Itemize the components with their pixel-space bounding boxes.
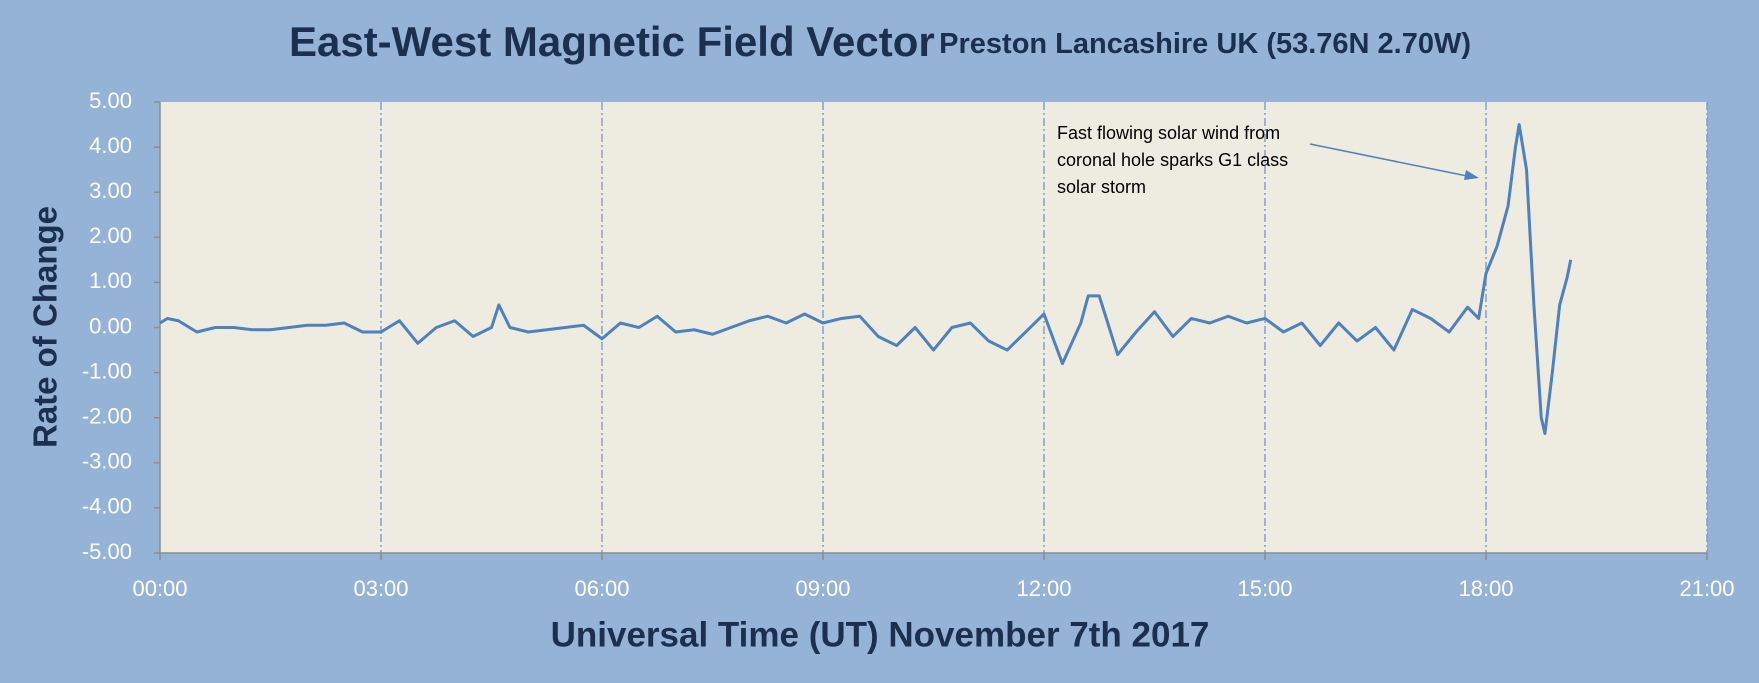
x-tick-label: 09:00	[795, 576, 850, 601]
y-tick-label: 1.00	[89, 268, 132, 293]
y-tick-label: 5.00	[89, 88, 132, 113]
y-tick-label: -2.00	[82, 404, 132, 429]
data-line	[159, 123, 1573, 435]
x-tick-label: 15:00	[1237, 576, 1292, 601]
title-block: East-West Magnetic Field Vector Preston …	[289, 18, 1471, 65]
x-tick-label: 21:00	[1679, 576, 1734, 601]
annotation-arrow	[1309, 143, 1473, 178]
y-tick-label: 4.00	[89, 133, 132, 158]
x-tick-label: 12:00	[1016, 576, 1071, 601]
y-tick-label: -5.00	[82, 539, 132, 564]
y-tick-label: 3.00	[89, 178, 132, 203]
y-tick-label: -4.00	[82, 494, 132, 519]
y-tick-label: 2.00	[89, 223, 132, 248]
annotation-text: solar storm	[1057, 177, 1146, 197]
x-tick-label: 00:00	[132, 576, 187, 601]
chart-title: East-West Magnetic Field Vector	[289, 18, 935, 65]
x-tick-label: 03:00	[353, 576, 408, 601]
annotation-text: coronal hole sparks G1 class	[1057, 150, 1288, 170]
x-axis-label: Universal Time (UT) November 7th 2017	[551, 615, 1210, 654]
x-tick-label: 18:00	[1458, 576, 1513, 601]
chart-subtitle: Preston Lancashire UK (53.76N 2.70W)	[939, 28, 1471, 60]
x-tick-label: 06:00	[574, 576, 629, 601]
y-tick-label: -1.00	[82, 358, 132, 383]
y-tick-label: 0.00	[89, 313, 132, 338]
y-axis-label: Rate of Change	[27, 206, 64, 448]
plot-area	[160, 102, 1707, 553]
annotation-arrowhead	[1464, 170, 1479, 180]
annotation-text: Fast flowing solar wind from	[1057, 123, 1280, 143]
y-tick-label: -3.00	[82, 449, 132, 474]
